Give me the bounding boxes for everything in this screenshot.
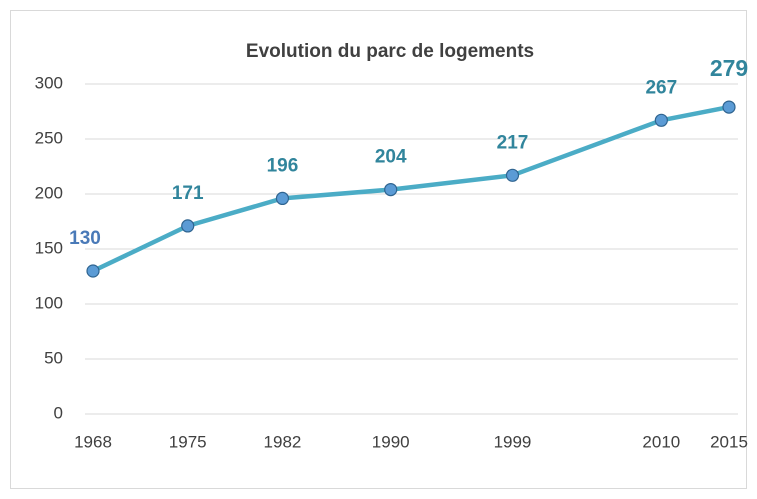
marker <box>505 168 520 182</box>
y-tick-label: 0 <box>54 403 63 422</box>
x-tick-label: 1968 <box>74 432 112 451</box>
data-label: 217 <box>497 132 529 153</box>
y-tick-label: 300 <box>35 73 63 92</box>
data-label: 204 <box>375 147 407 168</box>
y-tick-label: 200 <box>35 183 63 202</box>
data-label: 267 <box>645 77 677 98</box>
y-tick-label: 100 <box>35 293 63 312</box>
marker <box>86 264 100 278</box>
data-label: 130 <box>69 228 101 249</box>
marker <box>654 113 668 127</box>
y-tick-label: 50 <box>44 348 63 367</box>
data-label: 279 <box>710 55 748 81</box>
x-tick-label: 1999 <box>494 432 532 451</box>
x-tick-label: 2010 <box>642 432 680 451</box>
x-tick-label: 2015 <box>710 432 748 451</box>
y-tick-label: 150 <box>35 238 63 257</box>
marker <box>181 219 195 233</box>
x-tick-label: 1982 <box>264 432 302 451</box>
marker <box>384 183 398 197</box>
x-tick-label: 1975 <box>169 432 207 451</box>
data-label: 171 <box>172 183 204 204</box>
marker <box>722 100 736 114</box>
data-label: 196 <box>267 155 299 176</box>
chart-title: Evolution du parc de logements <box>246 41 534 62</box>
x-tick-label: 1990 <box>372 432 410 451</box>
marker <box>275 191 290 205</box>
y-tick-label: 250 <box>35 128 63 147</box>
